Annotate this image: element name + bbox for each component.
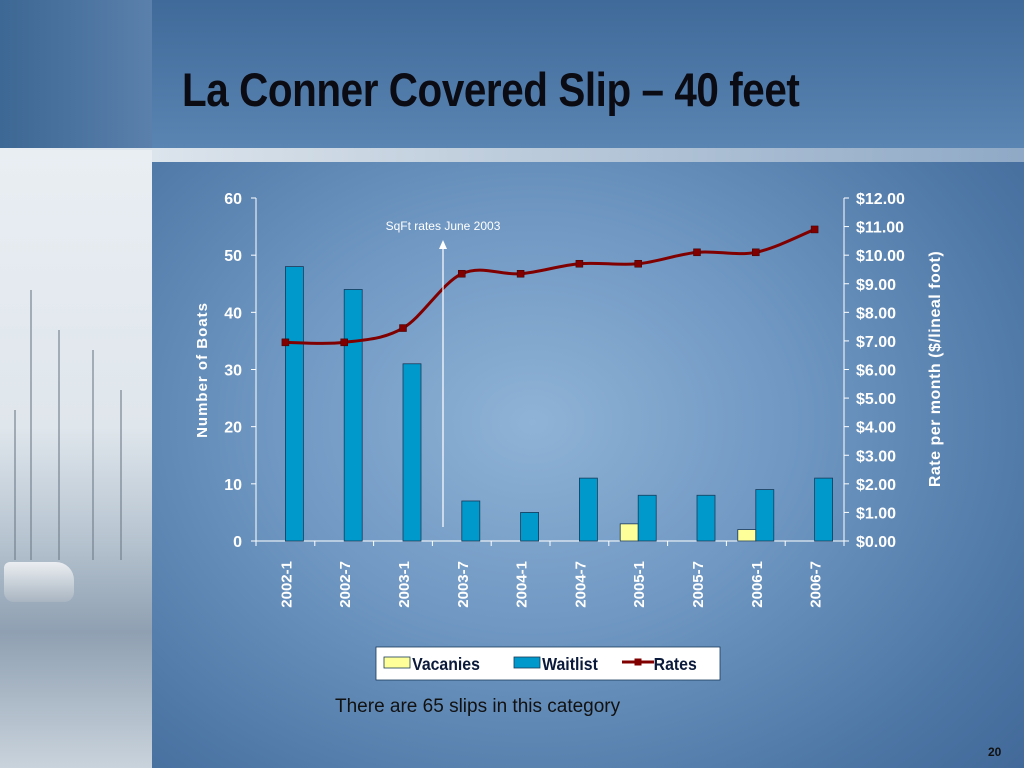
rates-marker [575, 259, 584, 268]
annotation-arrowhead [439, 240, 447, 249]
x-tick-label: 2006-7 [808, 561, 825, 608]
y2-tick-label: $3.00 [856, 448, 896, 465]
y-tick-label: 60 [224, 191, 242, 208]
waitlist-bar [402, 363, 422, 542]
rates-marker [340, 338, 348, 347]
legend-box [375, 646, 721, 681]
annotation-text: SqFt rates June 2003 [386, 219, 501, 233]
waitlist-bar [696, 494, 716, 542]
slide-title: La Conner Covered Slip – 40 feet [182, 63, 800, 116]
plot-area: 0 10 20 30 40 50 60 $0.00 $1.00 $2.00 $3.00 $4.00 $5… [224, 191, 905, 608]
y-tick-label: 30 [224, 363, 242, 380]
x-tick-label: 2004-1 [514, 561, 531, 608]
header-band [0, 0, 1024, 148]
vacanies-bar [737, 529, 757, 542]
y2-tick-label: $2.00 [856, 477, 896, 494]
y-axis-label: Number of Boats [194, 302, 211, 438]
waitlist-bar [343, 289, 363, 542]
vacanies-bar [619, 523, 639, 542]
x-tick-label: 2002-7 [337, 561, 354, 608]
rates-marker [281, 338, 290, 347]
x-tick-label: 2006-1 [749, 561, 766, 608]
slide-caption: There are 65 slips in this category [335, 696, 621, 717]
y2-axis-label: Rate per month ($/lineal foot) [927, 251, 944, 487]
waitlist-bar [814, 477, 833, 542]
legend-label: Waitlist [542, 654, 598, 674]
y2-tick-label: $6.00 [856, 363, 896, 380]
boat-image [4, 562, 74, 602]
y-tick-label: 40 [224, 305, 242, 322]
x-tick-label: 2005-1 [631, 561, 648, 608]
y2-tick-label: $5.00 [856, 391, 896, 408]
rates-marker [810, 225, 819, 234]
y2-tick-label: $11.00 [856, 220, 904, 237]
legend-label: Rates [654, 654, 697, 674]
x-tick-label: 2003-1 [396, 561, 413, 608]
rates-marker [458, 269, 466, 278]
waitlist-bar [461, 500, 481, 542]
legend: Vacanies Waitlist Rates [375, 646, 721, 681]
y2-tick-label: $7.00 [856, 334, 896, 351]
rates-marker [399, 324, 407, 332]
y2-tick-label: $12.00 [856, 191, 905, 208]
waitlist-bar [755, 489, 775, 542]
x-tick-label: 2002-1 [278, 561, 295, 608]
y-tick-label: 0 [233, 534, 242, 551]
page-number: 20 [988, 745, 1002, 759]
waitlist-bar [637, 494, 657, 542]
y2-tick-label: $0.00 [856, 534, 896, 551]
y2-tick-label: $4.00 [856, 420, 896, 437]
legend-swatch [513, 656, 541, 669]
y2-tick-label: $9.00 [856, 277, 896, 294]
rates-marker [516, 269, 525, 278]
legend-label: Vacanies [412, 654, 480, 674]
y-tick-label: 20 [224, 420, 242, 437]
y-tick-label: 10 [224, 477, 242, 494]
corner-panel [0, 0, 152, 150]
waitlist-bar [579, 477, 598, 542]
y2-tick-label: $8.00 [856, 305, 896, 322]
waitlist-bar [284, 266, 304, 542]
x-tick-label: 2005-7 [690, 561, 707, 608]
y2-tick-label: $10.00 [856, 248, 905, 265]
legend-swatch-marker [634, 658, 642, 666]
rates-line [285, 228, 816, 345]
rates-marker [693, 248, 701, 257]
legend-swatch [383, 656, 411, 669]
waitlist-bar [520, 512, 539, 542]
rates-marker [752, 248, 760, 257]
y-tick-label: 50 [224, 248, 242, 265]
rates-marker [634, 259, 642, 268]
title-underline-bar [0, 148, 1024, 162]
x-tick-label: 2003-7 [455, 561, 472, 608]
y2-tick-label: $1.00 [856, 505, 896, 522]
x-tick-label: 2004-7 [572, 561, 589, 608]
marina-photo [0, 150, 152, 768]
